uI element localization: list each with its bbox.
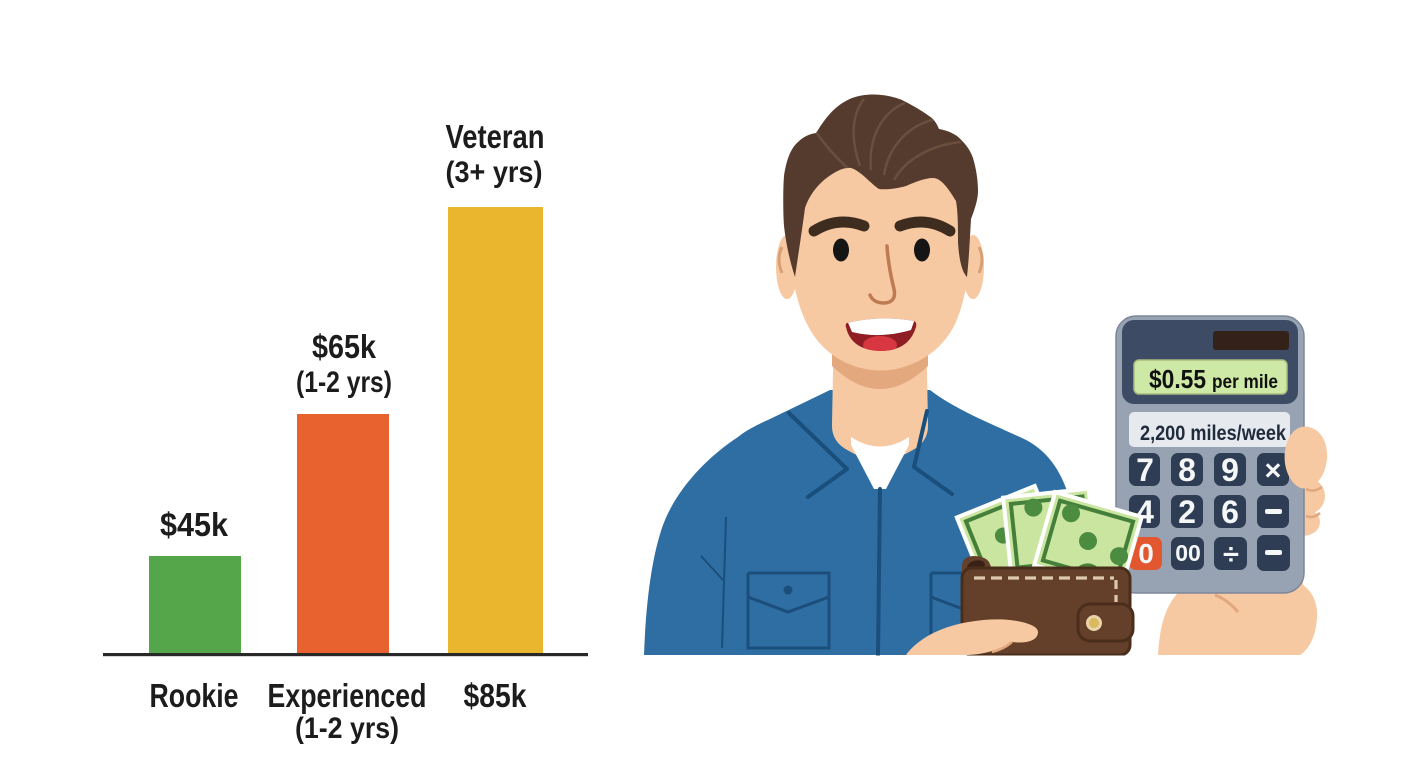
svg-text:$85k: $85k (464, 677, 528, 714)
svg-text:(1-2 yrs): (1-2 yrs) (296, 366, 392, 399)
svg-text:$65k: $65k (312, 328, 377, 365)
svg-text:6: 6 (1221, 494, 1239, 530)
svg-text:9: 9 (1221, 452, 1239, 488)
svg-text:2,200 miles/week: 2,200 miles/week (1140, 422, 1286, 445)
svg-text:00: 00 (1175, 540, 1201, 566)
svg-text:×: × (1265, 455, 1282, 487)
svg-text:2: 2 (1178, 494, 1196, 530)
svg-text:$0.55: $0.55 (1149, 364, 1206, 394)
svg-text:÷: ÷ (1223, 539, 1239, 571)
svg-text:Veteran: Veteran (446, 118, 545, 155)
svg-text:(1-2 yrs): (1-2 yrs) (295, 712, 399, 745)
svg-text:7: 7 (1136, 452, 1154, 488)
svg-text:Rookie: Rookie (150, 677, 239, 714)
svg-text:$45k: $45k (160, 506, 229, 543)
svg-text:0: 0 (1138, 538, 1154, 569)
svg-text:Experienced: Experienced (268, 677, 427, 714)
svg-text:per mile: per mile (1212, 372, 1278, 393)
svg-text:8: 8 (1178, 452, 1196, 488)
svg-text:(3+ yrs): (3+ yrs) (446, 156, 543, 189)
